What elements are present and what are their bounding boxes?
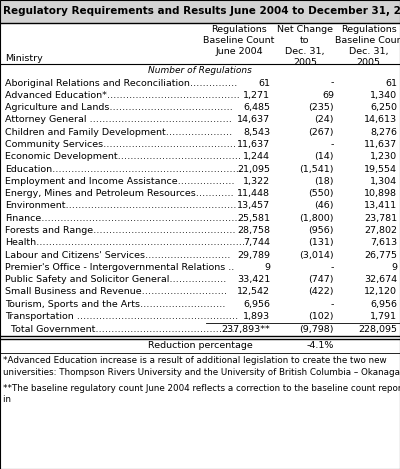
Text: (956): (956)	[308, 226, 334, 235]
Text: Reduction percentage: Reduction percentage	[148, 341, 252, 350]
Text: 19,554: 19,554	[364, 165, 397, 174]
Text: (550): (550)	[308, 189, 334, 198]
Text: Regulations
Baseline Coun
Dec. 31,
2005: Regulations Baseline Coun Dec. 31, 2005	[335, 25, 400, 67]
Text: 61: 61	[385, 79, 397, 88]
Text: (747): (747)	[308, 275, 334, 284]
Text: -: -	[331, 79, 334, 88]
Text: Net Change
to
Dec. 31,
2005: Net Change to Dec. 31, 2005	[277, 25, 333, 67]
Text: 28,758: 28,758	[237, 226, 270, 235]
Text: 26,775: 26,775	[364, 250, 397, 259]
Text: Public Safety and Solicitor General………………: Public Safety and Solicitor General………………	[5, 275, 226, 284]
Text: 10,898: 10,898	[364, 189, 397, 198]
Text: 69: 69	[322, 91, 334, 100]
Text: Aboriginal Relations and Reconciliation……………: Aboriginal Relations and Reconciliation……	[5, 79, 238, 88]
Text: Energy, Mines and Petroleum Resources…………: Energy, Mines and Petroleum Resources…………	[5, 189, 234, 198]
Text: Total Government………………………………………: Total Government………………………………………	[5, 325, 238, 334]
Text: 6,250: 6,250	[370, 103, 397, 112]
Text: 13,411: 13,411	[364, 202, 397, 211]
Text: 6,956: 6,956	[370, 300, 397, 309]
Text: 12,120: 12,120	[364, 287, 397, 296]
Text: Small Business and Revenue………………………: Small Business and Revenue………………………	[5, 287, 227, 296]
Text: 1,304: 1,304	[370, 177, 397, 186]
Text: Tourism, Sports and the Arts………………………: Tourism, Sports and the Arts………………………	[5, 300, 226, 309]
Text: (14): (14)	[314, 152, 334, 161]
Text: **The baseline regulatory count June 2004 reflects a correction to the baseline : **The baseline regulatory count June 200…	[3, 384, 400, 404]
Text: -: -	[331, 140, 334, 149]
Text: 6,956: 6,956	[243, 300, 270, 309]
Text: Labour and Citizens' Services………………………: Labour and Citizens' Services………………………	[5, 250, 231, 259]
Text: Premier's Office - Intergovernmental Relations ..: Premier's Office - Intergovernmental Rel…	[5, 263, 234, 272]
Text: Economic Development…………………………………: Economic Development…………………………………	[5, 152, 241, 161]
Text: Children and Family Development…………………: Children and Family Development…………………	[5, 128, 232, 136]
Text: 1,271: 1,271	[243, 91, 270, 100]
Text: 1,340: 1,340	[370, 91, 397, 100]
Text: Attorney General ………………………………………: Attorney General ………………………………………	[5, 115, 232, 124]
Text: 7,744: 7,744	[243, 238, 270, 247]
Text: Community Services……………………………………: Community Services……………………………………	[5, 140, 236, 149]
Text: 9: 9	[264, 263, 270, 272]
Text: 8,543: 8,543	[243, 128, 270, 136]
Text: 27,802: 27,802	[364, 226, 397, 235]
Text: 1,244: 1,244	[243, 152, 270, 161]
Text: 12,542: 12,542	[237, 287, 270, 296]
Text: *Advanced Education increase is a result of additional legislation to create the: *Advanced Education increase is a result…	[3, 356, 400, 377]
Text: (102): (102)	[308, 312, 334, 321]
Text: 9: 9	[391, 263, 397, 272]
Text: Advanced Education*……………………………………: Advanced Education*……………………………………	[5, 91, 240, 100]
Text: Regulatory Requirements and Results June 2004 to December 31, 2005: Regulatory Requirements and Results June…	[3, 6, 400, 16]
Text: 11,637: 11,637	[364, 140, 397, 149]
Text: 1,791: 1,791	[370, 312, 397, 321]
Text: 21,095: 21,095	[237, 165, 270, 174]
Text: Agriculture and Lands…………………………………: Agriculture and Lands…………………………………	[5, 103, 233, 112]
Text: 8,276: 8,276	[370, 128, 397, 136]
Text: 1,322: 1,322	[243, 177, 270, 186]
Text: (1,800): (1,800)	[300, 214, 334, 223]
Text: 1,893: 1,893	[243, 312, 270, 321]
Text: 23,781: 23,781	[364, 214, 397, 223]
Text: 7,613: 7,613	[370, 238, 397, 247]
Text: -: -	[331, 263, 334, 272]
Text: Regulations
Baseline Count
June 2004: Regulations Baseline Count June 2004	[203, 25, 275, 56]
Text: 61: 61	[258, 79, 270, 88]
Text: Environment………………………………………………: Environment………………………………………………	[5, 202, 237, 211]
Text: (24): (24)	[314, 115, 334, 124]
Text: (422): (422)	[308, 287, 334, 296]
Text: -: -	[331, 300, 334, 309]
Text: 14,637: 14,637	[237, 115, 270, 124]
Text: Education……………………………………………………: Education……………………………………………………	[5, 165, 242, 174]
Text: 237,893**: 237,893**	[221, 325, 270, 334]
Text: 25,581: 25,581	[237, 214, 270, 223]
Text: Ministry: Ministry	[5, 53, 43, 63]
Text: Transportation ……………………………………………: Transportation ……………………………………………	[5, 312, 238, 321]
Text: -4.1%: -4.1%	[307, 341, 334, 350]
Text: Forests and Range………………………………………: Forests and Range………………………………………	[5, 226, 236, 235]
Text: (267): (267)	[308, 128, 334, 136]
Text: (9,798): (9,798)	[300, 325, 334, 334]
Text: 33,421: 33,421	[237, 275, 270, 284]
Text: 32,674: 32,674	[364, 275, 397, 284]
Text: 11,448: 11,448	[237, 189, 270, 198]
Text: Number of Regulations: Number of Regulations	[148, 66, 252, 75]
Text: Employment and Income Assistance………………: Employment and Income Assistance………………	[5, 177, 235, 186]
Text: (46): (46)	[314, 202, 334, 211]
Text: (131): (131)	[308, 238, 334, 247]
Text: 11,637: 11,637	[237, 140, 270, 149]
Text: 6,485: 6,485	[243, 103, 270, 112]
Bar	[0, 0, 400, 23]
Text: Finance………………………………………………………: Finance………………………………………………………	[5, 214, 241, 223]
Text: (1,541): (1,541)	[300, 165, 334, 174]
Text: (3,014): (3,014)	[299, 250, 334, 259]
Text: 29,789: 29,789	[237, 250, 270, 259]
Text: (235): (235)	[308, 103, 334, 112]
Text: 13,457: 13,457	[237, 202, 270, 211]
Text: 14,613: 14,613	[364, 115, 397, 124]
Text: (18): (18)	[314, 177, 334, 186]
Text: 228,095: 228,095	[358, 325, 397, 334]
Text: 1,230: 1,230	[370, 152, 397, 161]
Text: Health…………………………………………………………: Health…………………………………………………………	[5, 238, 245, 247]
